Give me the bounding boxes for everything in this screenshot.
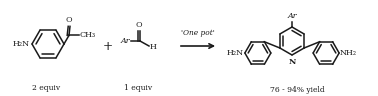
- Text: H: H: [150, 43, 157, 51]
- Text: H₂N: H₂N: [13, 40, 30, 48]
- Text: O: O: [66, 16, 73, 24]
- Text: 76 - 94% yield: 76 - 94% yield: [270, 86, 324, 94]
- Text: 2 equiv: 2 equiv: [32, 84, 60, 92]
- Text: CH₃: CH₃: [80, 31, 96, 39]
- Text: +: +: [103, 39, 113, 53]
- Text: O: O: [136, 21, 143, 29]
- Text: H₂N: H₂N: [227, 49, 244, 57]
- Text: Ar: Ar: [120, 37, 130, 45]
- Text: Ar: Ar: [287, 12, 297, 20]
- Text: N: N: [288, 58, 296, 66]
- Text: 'One pot': 'One pot': [181, 29, 215, 37]
- Text: 1 equiv: 1 equiv: [124, 84, 152, 92]
- Text: NH₂: NH₂: [340, 49, 357, 57]
